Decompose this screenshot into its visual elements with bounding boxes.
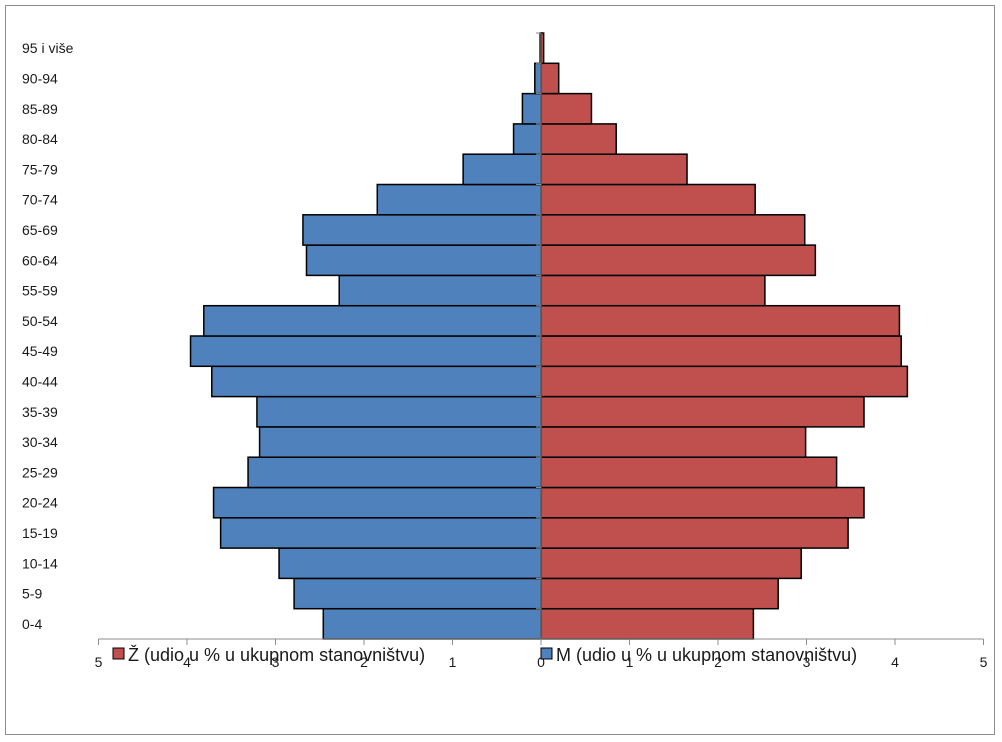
bar-male-45-49 [189, 335, 542, 368]
legend: Ž (udio u % u ukupnom stanovništvu) M (u… [112, 645, 857, 665]
x-tick-label: 3 [272, 654, 280, 670]
bar-female-35-39 [540, 395, 865, 428]
bar-male-70-74 [376, 183, 542, 216]
x-tick-label: 4 [891, 654, 899, 670]
x-tick-label: 1 [626, 654, 634, 670]
y-tick-label: 35-39 [22, 404, 58, 420]
y-tick-label: 25-29 [22, 464, 58, 480]
x-tick-label: 0 [537, 654, 545, 670]
y-tick-label: 0-4 [22, 616, 42, 632]
bar-male-15-19 [219, 517, 542, 549]
bar-male-65-69 [302, 214, 542, 246]
y-tick-label: 95 i više [22, 40, 74, 56]
bar-male-20-24 [212, 486, 542, 519]
x-tick-label: 5 [95, 654, 103, 670]
bar-male-35-39 [256, 395, 542, 428]
bar-male-90-94 [534, 62, 542, 95]
bar-female-70-74 [540, 183, 756, 216]
bar-male-55-59 [338, 274, 542, 307]
y-tick-label: 70-74 [22, 192, 58, 208]
bar-female-90-94 [540, 62, 560, 95]
y-tick-label: 5-9 [22, 586, 42, 602]
y-tick-label: 30-34 [22, 434, 58, 450]
x-tick-label: 2 [360, 654, 368, 670]
bar-male-30-34 [258, 426, 542, 458]
x-tick-label: 5 [980, 654, 988, 670]
bar-female-50-54 [540, 304, 901, 337]
bar-male-5-9 [293, 577, 542, 610]
legend-swatch-female [112, 647, 125, 660]
y-tick-label: 65-69 [22, 222, 58, 238]
bar-female-55-59 [540, 274, 766, 307]
bar-male-50-54 [203, 304, 542, 337]
y-tick-label: 50-54 [22, 313, 58, 329]
bar-female-60-64 [540, 244, 817, 277]
bar-male-25-29 [247, 456, 542, 489]
y-tick-label: 20-24 [22, 495, 58, 511]
bar-male-0-4 [322, 607, 542, 640]
bar-female-85-89 [540, 92, 593, 125]
bar-female-65-69 [540, 214, 806, 246]
y-tick-label: 15-19 [22, 525, 58, 541]
legend-label-male: M (udio u % u ukupnom stanovništvu) [556, 645, 857, 665]
x-tick-label: 4 [183, 654, 191, 670]
bar-male-85-89 [521, 92, 542, 125]
x-tick-label: 3 [803, 654, 811, 670]
bar-female-40-44 [540, 365, 909, 398]
x-tick-labels: 5 4 3 2 1 0 1 2 3 4 5 [95, 654, 988, 670]
bar-female-75-79 [540, 153, 688, 186]
legend-swatch-male [540, 647, 553, 660]
y-tick-label: 60-64 [22, 252, 58, 268]
x-tick-label: 2 [714, 654, 722, 670]
bar-female-5-9 [540, 577, 779, 610]
axes-group [98, 32, 984, 645]
y-tick-label: 10-14 [22, 555, 58, 571]
bar-male-75-79 [462, 153, 542, 186]
y-tick-label: 90-94 [22, 70, 58, 86]
bar-female-25-29 [540, 456, 838, 489]
bar-male-60-64 [305, 244, 542, 277]
bars-group [189, 32, 909, 640]
y-tick-label: 85-89 [22, 101, 58, 117]
y-tick-label: 75-79 [22, 161, 58, 177]
y-tick-label: 45-49 [22, 343, 58, 359]
bar-male-40-44 [211, 365, 542, 398]
bar-female-20-24 [540, 486, 865, 519]
bar-female-45-49 [540, 335, 902, 368]
x-tick-label: 1 [449, 654, 457, 670]
y-tick-label: 80-84 [22, 131, 58, 147]
y-tick-label: 40-44 [22, 373, 58, 389]
bar-female-15-19 [540, 517, 849, 549]
bar-female-10-14 [540, 547, 802, 580]
bar-female-30-34 [540, 426, 807, 458]
bar-female-80-84 [540, 123, 617, 155]
bar-male-10-14 [278, 547, 542, 580]
bar-female-0-4 [540, 607, 755, 640]
y-tick-labels: 0-4 5-9 10-14 15-19 20-24 25-29 30-34 35-39 40-4… [22, 40, 74, 632]
bar-male-80-84 [512, 123, 542, 155]
y-tick-label: 55-59 [22, 283, 58, 299]
legend-label-female: Ž (udio u % u ukupnom stanovništvu) [128, 645, 425, 665]
